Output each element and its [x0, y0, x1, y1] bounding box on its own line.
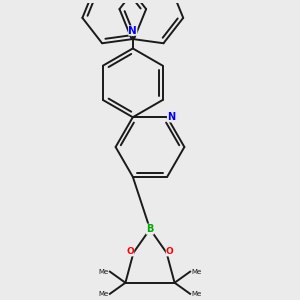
Text: Me: Me	[191, 268, 202, 274]
Text: Me: Me	[191, 291, 202, 297]
Text: Me: Me	[98, 268, 109, 274]
Text: N: N	[167, 112, 175, 122]
Text: Me: Me	[98, 291, 109, 297]
Text: N: N	[128, 26, 137, 36]
Text: B: B	[146, 224, 154, 234]
Text: O: O	[126, 247, 134, 256]
Text: O: O	[166, 247, 174, 256]
